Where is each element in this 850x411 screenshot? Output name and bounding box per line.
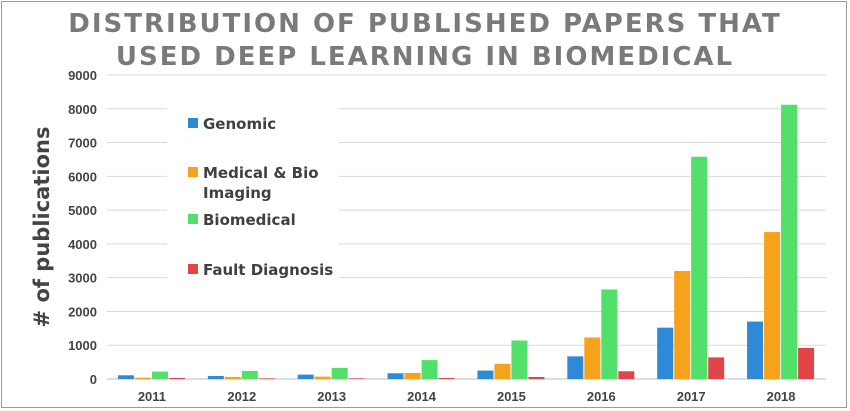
legend-label: Medical & Bio Imaging [203, 164, 319, 202]
bar-medical-bio-imaging-2011 [134, 377, 151, 379]
bar-genomic-2015 [477, 370, 494, 379]
y-axis-label: # of publications [30, 127, 54, 328]
y-tick-label: 4000 [68, 237, 97, 252]
bar-genomic-2013 [297, 374, 314, 379]
x-axis-ticks: 2011 2012 2013 2014 2015 2016 2017 2018 [138, 389, 796, 404]
y-tick-label: 6000 [68, 169, 97, 184]
chart-title: DISTRIBUTION OF PUBLISHED PAPERS THAT US… [0, 8, 850, 74]
bar-fault-diagnosis-2015 [528, 376, 545, 379]
bar-medical-bio-imaging-2015 [494, 363, 511, 379]
bar-fault-diagnosis-2012 [258, 378, 275, 379]
bar-fault-diagnosis-2011 [168, 377, 185, 379]
bar-medical-bio-imaging-2018 [764, 232, 781, 379]
bar-biomedical-2015 [511, 340, 528, 379]
legend-label: Genomic [203, 115, 276, 133]
x-tick-label: 2015 [497, 389, 526, 404]
x-tick-label: 2011 [138, 389, 166, 404]
chart-title-line-2: USED DEEP LEARNING IN BIOMEDICAL [115, 42, 735, 72]
bar-medical-bio-imaging-2016 [584, 337, 601, 379]
bar-biomedical-2018 [781, 104, 798, 380]
bars [117, 104, 815, 380]
legend-swatch [188, 167, 198, 177]
x-tick-label: 2017 [677, 389, 706, 404]
y-tick-label: 0 [90, 372, 97, 387]
bar-biomedical-2017 [691, 156, 708, 379]
bar-genomic-2011 [117, 375, 134, 379]
y-tick-label: 3000 [68, 271, 97, 286]
bar-fault-diagnosis-2018 [798, 347, 815, 379]
y-tick-label: 1000 [68, 338, 97, 353]
y-tick-label: 2000 [68, 304, 97, 319]
bar-genomic-2018 [747, 321, 764, 379]
bar-biomedical-2011 [151, 371, 168, 379]
bar-medical-bio-imaging-2013 [314, 376, 331, 379]
bar-biomedical-2012 [241, 370, 258, 379]
legend-label: Biomedical [203, 211, 296, 229]
bar-genomic-2012 [207, 375, 224, 379]
x-tick-label: 2016 [587, 389, 616, 404]
bar-medical-bio-imaging-2014 [404, 372, 421, 379]
legend-label: Fault Diagnosis [203, 261, 333, 279]
x-tick-label: 2018 [767, 389, 796, 404]
legend-swatch [188, 214, 198, 224]
bar-fault-diagnosis-2013 [348, 378, 365, 379]
bar-medical-bio-imaging-2012 [224, 376, 241, 379]
bar-biomedical-2014 [421, 360, 438, 379]
bar-medical-bio-imaging-2017 [674, 270, 691, 379]
y-tick-label: 8000 [68, 102, 97, 117]
x-tick-label: 2013 [317, 389, 346, 404]
chart-title-line-1: DISTRIBUTION OF PUBLISHED PAPERS THAT [68, 9, 782, 39]
legend: Genomic Medical & Bio Imaging Biomedical Fau… [167, 102, 339, 287]
legend-swatch [188, 264, 198, 274]
y-tick-label: 7000 [68, 136, 97, 151]
bar-genomic-2016 [567, 356, 584, 379]
bar-fault-diagnosis-2017 [708, 357, 725, 379]
bar-fault-diagnosis-2016 [618, 371, 635, 379]
x-tick-label: 2014 [407, 389, 437, 404]
bar-biomedical-2013 [331, 367, 348, 379]
bar-genomic-2017 [657, 327, 674, 379]
x-tick-label: 2012 [227, 389, 256, 404]
bar-fault-diagnosis-2014 [438, 377, 455, 379]
bar-biomedical-2016 [601, 289, 618, 379]
legend-swatch [188, 118, 198, 128]
y-tick-label: 5000 [68, 203, 97, 218]
bar-genomic-2014 [387, 373, 404, 379]
legend-background [167, 102, 339, 287]
y-axis-ticks: 0 1000 2000 3000 4000 5000 6000 7000 8000 9000 [68, 68, 97, 387]
y-tick-label: 9000 [68, 68, 97, 83]
